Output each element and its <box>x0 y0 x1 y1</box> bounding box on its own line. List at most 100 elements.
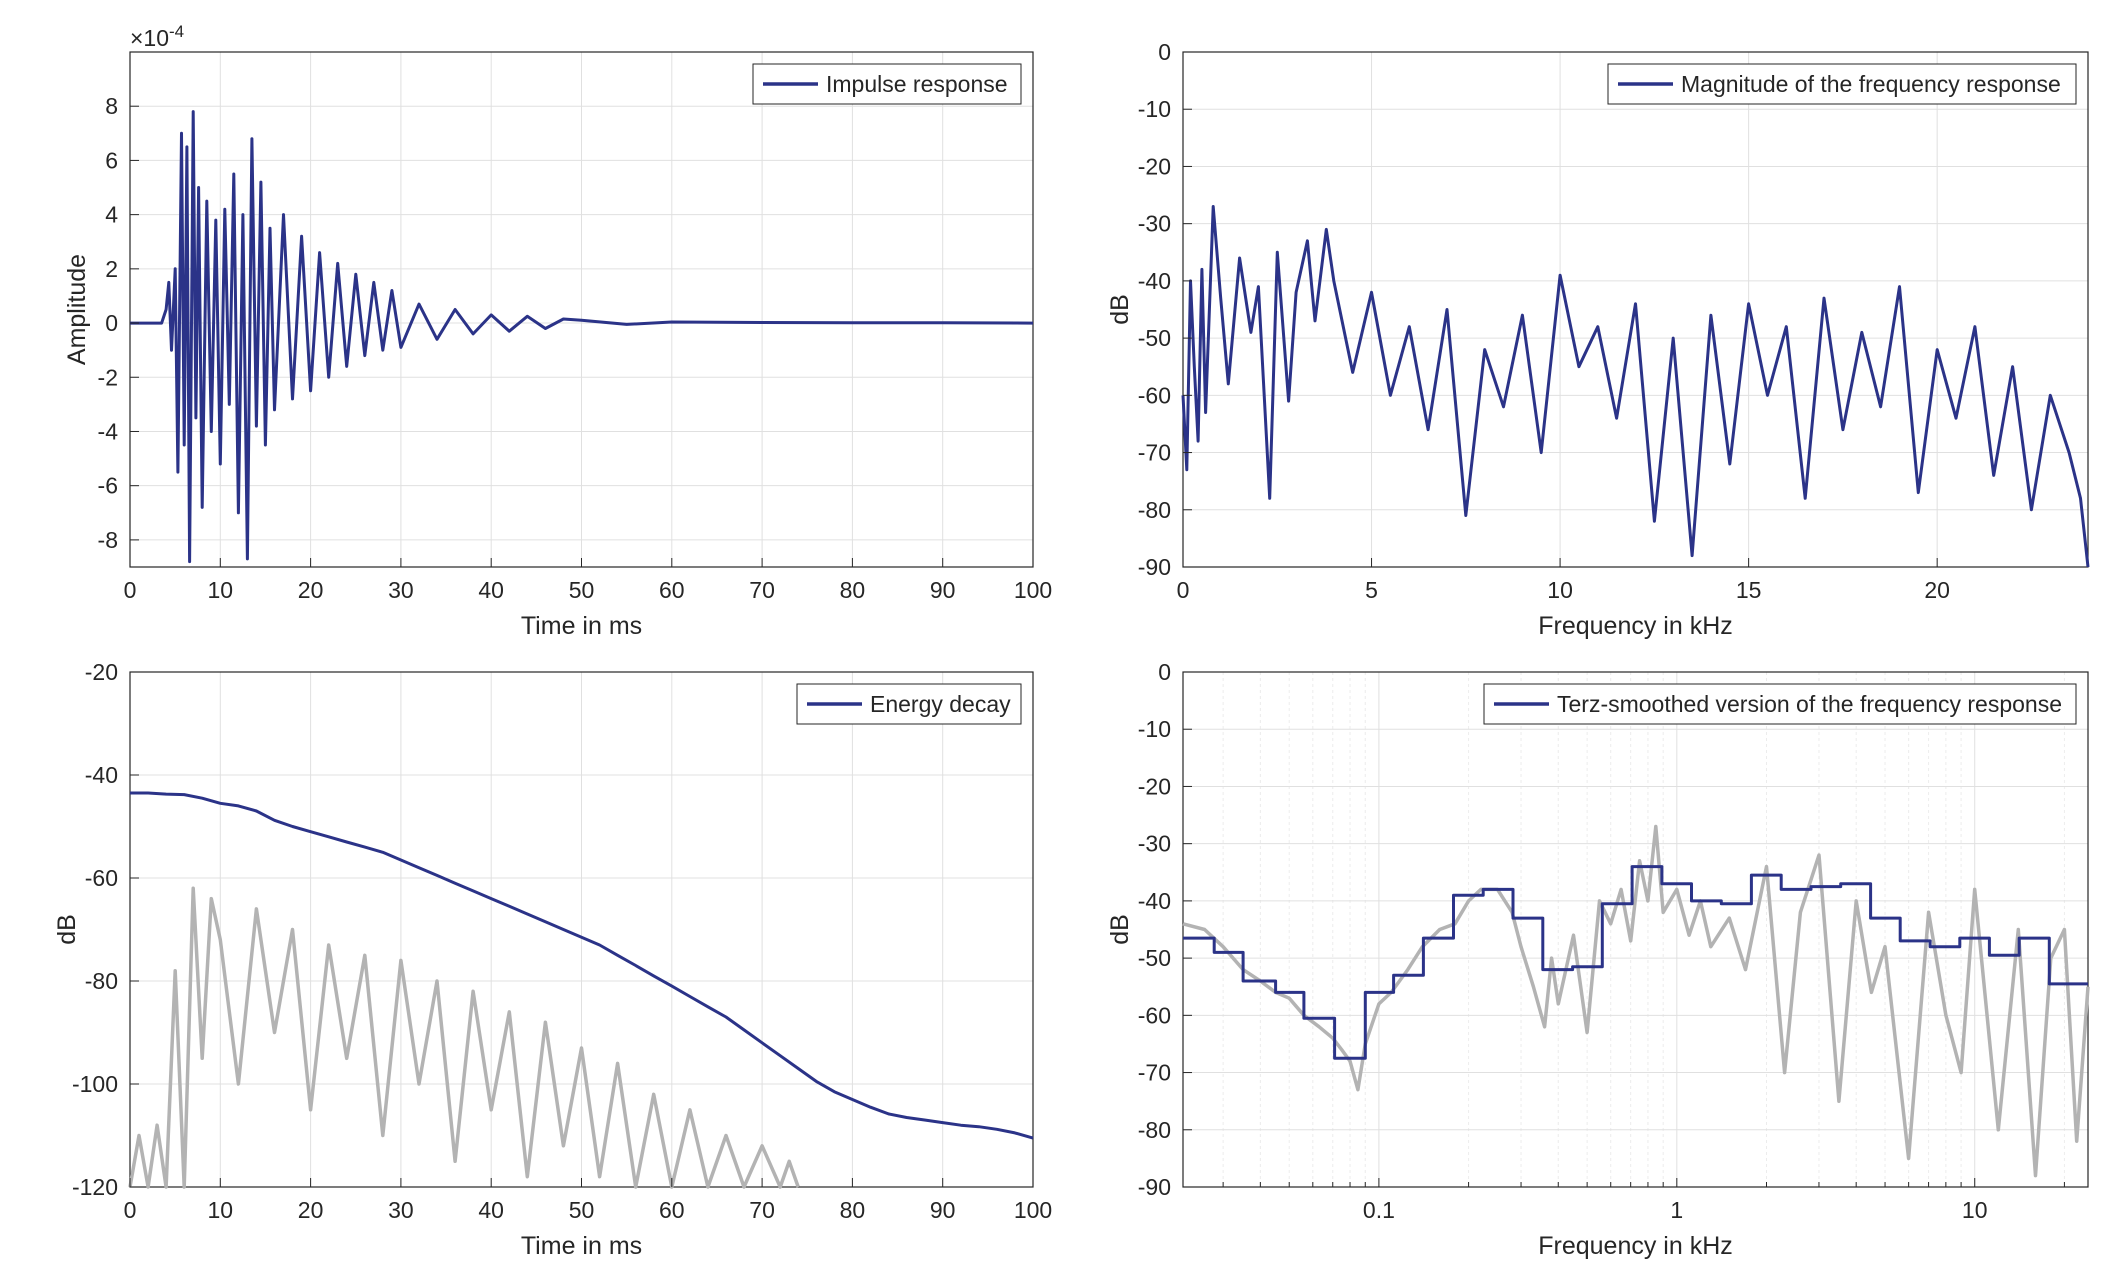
magnitude-y-tick-label: -90 <box>1138 554 1171 580</box>
energy-y-tick-label: -80 <box>85 968 118 994</box>
terz-legend-box <box>1483 683 2077 725</box>
terz-x-tick-label: 10 <box>1962 1197 1988 1223</box>
impulse-x-tick-label: 20 <box>298 577 324 603</box>
impulse-x-tick-label: 0 <box>124 577 137 603</box>
energy-x-tick-label: 40 <box>478 1197 504 1223</box>
terz-y-tick-label: -70 <box>1138 1060 1171 1086</box>
terz-y-tick-label: 0 <box>1158 659 1171 685</box>
energy-x-tick-label: 100 <box>1014 1197 1052 1223</box>
energy-y-tick-label: -120 <box>72 1174 118 1200</box>
magnitude-y-tick-label: -60 <box>1138 382 1171 408</box>
terz-y-tick-label: -60 <box>1138 1002 1171 1028</box>
energy-x-tick-label: 20 <box>298 1197 324 1223</box>
impulse-response-plot: 0 10 20 30 40 50 60 70 80 90 100 -8 -6 -4 -2 0 2 4 6 8 Time… <box>63 22 1052 640</box>
energy-series-line-1 <box>128 886 800 1189</box>
impulse-y-axis-label: Amplitude <box>63 254 91 365</box>
impulse-ticks: 0 10 20 30 40 50 60 70 80 90 100 -8 -6 -4 -2 0 2 4 6 8 <box>98 93 1053 603</box>
magnitude-y-tick-label: -20 <box>1138 153 1171 179</box>
impulse-y-tick-label: -8 <box>98 527 118 553</box>
impulse-x-tick-label: 80 <box>840 577 866 603</box>
impulse-y-tick-label: -6 <box>98 473 118 499</box>
impulse-y-tick-label: -2 <box>98 364 118 390</box>
magnitude-y-tick-label: -80 <box>1138 497 1171 523</box>
magnitude-y-axis-label: dB <box>1106 294 1134 325</box>
terz-y-axis-label: dB <box>1106 914 1134 945</box>
terz-legend: Terz-smoothed version of the frequency r… <box>1483 683 2077 725</box>
magnitude-y-tick-label: -30 <box>1138 211 1171 237</box>
terz-y-tick-label: -50 <box>1138 945 1171 971</box>
impulse-y-scale-factor: ×10-4 <box>130 22 184 51</box>
terz-grid <box>1183 671 2088 1188</box>
impulse-y-tick-label: 6 <box>105 147 118 173</box>
impulse-scale-exponent: -4 <box>169 22 184 41</box>
energy-x-axis-label: Time in ms <box>521 1232 642 1260</box>
terz-series <box>1182 824 2090 1178</box>
impulse-x-axis-label: Time in ms <box>521 612 642 640</box>
impulse-x-tick-label: 40 <box>478 577 504 603</box>
magnitude-series <box>1181 205 2090 568</box>
magnitude-x-tick-label: 15 <box>1736 577 1762 603</box>
impulse-legend-entry: Impulse response <box>826 71 1008 97</box>
magnitude-series-line-0 <box>1181 205 2090 568</box>
energy-x-tick-label: 10 <box>208 1197 234 1223</box>
impulse-y-tick-label: 4 <box>105 202 118 228</box>
energy-x-tick-label: 80 <box>840 1197 866 1223</box>
impulse-x-tick-label: 90 <box>930 577 956 603</box>
terz-ticks: 0.1 1 10 0 -10 -20 -30 -40 -50 -60 -70 -80 -90 <box>1138 659 2065 1223</box>
magnitude-legend: Magnitude of the frequency response <box>1607 63 2077 105</box>
energy-series-line-0 <box>130 791 1034 1140</box>
terz-y-tick-label: -20 <box>1138 773 1171 799</box>
terz-y-tick-label: -30 <box>1138 831 1171 857</box>
impulse-x-tick-label: 100 <box>1014 577 1052 603</box>
energy-x-tick-label: 70 <box>749 1197 775 1223</box>
magnitude-y-tick-label: -40 <box>1138 268 1171 294</box>
magnitude-ticks: 0 5 10 15 20 0 -10 -20 -30 -40 -50 -60 -70 -80 -90 <box>1138 39 1950 603</box>
energy-x-tick-label: 90 <box>930 1197 956 1223</box>
magnitude-x-tick-label: 5 <box>1365 577 1378 603</box>
impulse-x-tick-label: 30 <box>388 577 414 603</box>
energy-ticks: 0 10 20 30 40 50 60 70 80 90 100 -20 -40 -60 -80 -100 -1… <box>72 659 1052 1223</box>
impulse-x-tick-label: 70 <box>749 577 775 603</box>
impulse-x-tick-label: 50 <box>569 577 595 603</box>
magnitude-legend-entry: Magnitude of the frequency response <box>1681 71 2061 97</box>
terz-smoothed-plot: 0.1 1 10 0 -10 -20 -30 -40 -50 -60 -70 -80 -90 Frequ… <box>1106 659 2090 1260</box>
magnitude-x-tick-label: 0 <box>1177 577 1190 603</box>
magnitude-y-tick-label: -10 <box>1138 96 1171 122</box>
impulse-series <box>130 110 1034 564</box>
impulse-y-tick-label: 2 <box>105 256 118 282</box>
magnitude-y-tick-label: -70 <box>1138 440 1171 466</box>
impulse-series-line-0 <box>130 110 1034 564</box>
impulse-x-tick-label: 60 <box>659 577 685 603</box>
terz-x-tick-label: 1 <box>1670 1197 1683 1223</box>
terz-x-tick-label: 0.1 <box>1363 1197 1395 1223</box>
magnitude-x-axis-label: Frequency in kHz <box>1538 612 1733 640</box>
energy-y-tick-label: -100 <box>72 1071 118 1097</box>
energy-legend: Energy decay <box>796 683 1022 725</box>
impulse-x-tick-label: 10 <box>208 577 234 603</box>
energy-y-tick-label: -60 <box>85 865 118 891</box>
impulse-scale-base: ×10 <box>130 25 169 51</box>
magnitude-response-plot: 0 5 10 15 20 0 -10 -20 -30 -40 -50 -60 -70 -80 -90 Fre… <box>1106 39 2090 640</box>
impulse-y-tick-label: -4 <box>98 418 119 444</box>
energy-series <box>128 791 1034 1189</box>
magnitude-axes-box <box>1182 51 2089 568</box>
magnitude-legend-box <box>1607 63 2077 105</box>
terz-legend-entry: Terz-smoothed version of the frequency r… <box>1557 691 2062 717</box>
terz-y-tick-label: -40 <box>1138 888 1171 914</box>
energy-x-tick-label: 60 <box>659 1197 685 1223</box>
terz-y-tick-label: -80 <box>1138 1117 1171 1143</box>
energy-y-axis-label: dB <box>53 914 81 945</box>
magnitude-y-tick-label: 0 <box>1158 39 1171 65</box>
energy-legend-entry: Energy decay <box>870 691 1011 717</box>
energy-x-tick-label: 0 <box>124 1197 137 1223</box>
magnitude-x-tick-label: 20 <box>1924 577 1950 603</box>
terz-y-tick-label: -90 <box>1138 1174 1171 1200</box>
energy-x-tick-label: 50 <box>569 1197 595 1223</box>
terz-x-axis-label: Frequency in kHz <box>1538 1232 1733 1260</box>
terz-series-line-1 <box>1183 865 2088 1060</box>
energy-x-tick-label: 30 <box>388 1197 414 1223</box>
magnitude-x-tick-label: 10 <box>1547 577 1573 603</box>
impulse-y-tick-label: 8 <box>105 93 118 119</box>
